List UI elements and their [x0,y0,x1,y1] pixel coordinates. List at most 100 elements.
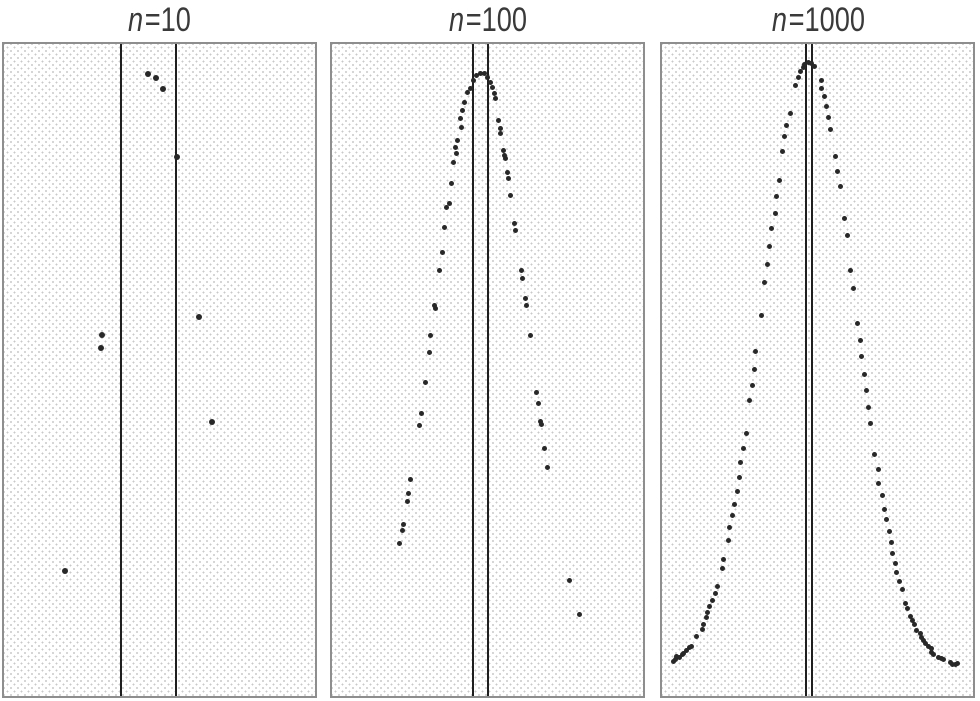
data-point [439,249,445,255]
data-point [676,654,682,660]
data-point [502,155,508,161]
plot-panel-n10 [2,42,317,698]
data-point [734,488,740,494]
data-point [160,86,166,92]
data-point [689,644,695,650]
data-point [758,313,764,319]
data-point [467,85,473,91]
data-point [98,345,104,351]
data-point [470,77,476,83]
data-point [782,134,788,140]
data-point [538,421,544,427]
data-point [680,651,686,657]
data-point [507,192,513,198]
data-point [541,445,547,451]
title-n-symbol: n [128,0,144,39]
data-point [821,93,827,99]
data-point [746,398,752,404]
data-point [931,651,937,657]
data-point [432,305,438,311]
data-point [99,332,105,338]
title-n-value: =10 [144,0,191,39]
data-point [774,193,780,199]
data-point [453,150,459,156]
plot-area-n100 [332,44,643,696]
title-n-value: =1000 [788,0,866,39]
data-point [866,405,872,411]
data-point [436,267,442,273]
data-point [459,107,465,113]
data-point [792,82,798,88]
data-point [765,261,771,267]
data-point [872,452,877,458]
data-point [699,626,705,632]
data-point [796,75,802,80]
data-point [400,521,406,527]
data-point [897,578,903,584]
data-point [828,126,834,132]
data-point [62,568,68,574]
data-point [418,410,424,416]
data-point [544,464,550,470]
data-point [908,613,914,619]
data-point [825,114,831,120]
data-point [450,159,456,165]
data-point [487,79,493,85]
plot-panel-n1000 [660,42,975,698]
data-point [738,460,744,465]
data-point [802,61,808,67]
data-point [535,400,541,406]
data-point [673,657,679,663]
data-point [743,431,749,437]
data-point [832,153,838,159]
data-point [835,168,841,174]
data-point [861,371,867,377]
data-point [518,267,524,273]
data-point [855,320,861,326]
reference-line-right [487,44,489,696]
data-point [427,332,433,338]
data-point [477,70,483,76]
data-point [729,513,735,519]
data-point [920,638,926,644]
data-point [505,175,511,181]
data-point [809,61,815,67]
data-point [905,605,911,611]
data-point [902,601,908,607]
data-point [512,227,518,233]
data-point [912,622,918,627]
data-point [884,517,890,523]
data-point [422,379,428,385]
data-point [811,63,817,69]
data-point [706,603,712,609]
data-point [876,480,882,486]
data-point [918,634,924,640]
data-point [670,658,676,664]
data-point [864,388,870,394]
data-point [464,89,470,95]
data-point [441,224,447,230]
data-point [489,84,495,90]
data-point [399,527,405,533]
panel-title-n10: n =10 [34,0,286,40]
data-point [923,641,928,647]
data-point [890,551,896,557]
data-point [527,332,533,338]
data-point [772,210,778,216]
data-point [823,103,829,109]
title-n-symbol: n [771,0,788,39]
data-point [753,348,759,354]
data-point [925,644,931,650]
data-point [893,560,899,566]
data-point [566,577,572,583]
data-point [784,122,790,128]
data-point [800,65,806,71]
data-point [705,609,711,615]
data-point [145,71,151,77]
data-point [752,366,758,372]
data-point [880,492,886,498]
data-point [955,661,961,667]
data-point [458,124,464,130]
data-point [500,147,506,153]
